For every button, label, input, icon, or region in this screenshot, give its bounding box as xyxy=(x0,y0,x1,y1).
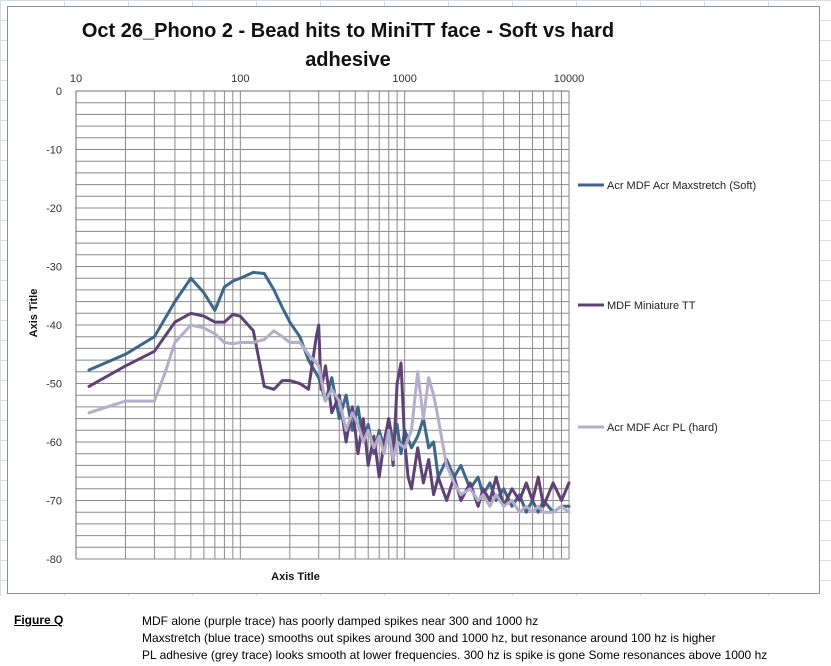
series-line-mdf xyxy=(87,311,571,508)
series-line-pl xyxy=(87,323,571,514)
x-axis-title: Axis Title xyxy=(271,571,320,583)
note-line-1: MDF alone (purple trace) has poorly damp… xyxy=(142,614,539,628)
y-tick-label: -60 xyxy=(46,437,62,449)
legend-entry-mdf: MDF Miniature TT xyxy=(607,300,696,312)
legend-entry-pl: Acr MDF Acr PL (hard) xyxy=(607,422,718,434)
y-tick-label: -40 xyxy=(46,320,62,332)
chart-title: Oct 26_Phono 2 - Bead hits to MiniTT fac… xyxy=(81,20,615,71)
y-tick-label: -20 xyxy=(46,203,62,215)
line-chart: 0 -10 -20 -30 -40 -50 -60 -70 -80 10 100 1000 10000 A… xyxy=(28,73,756,583)
x-tick-label: 10 xyxy=(70,73,82,85)
note-line-2: Maxstretch (blue trace) smooths out spik… xyxy=(142,631,716,645)
y-axis-title: Axis Title xyxy=(28,289,40,338)
notes-area: Figure Q MDF alone (purple trace) has po… xyxy=(0,596,831,666)
legend-entry-maxstretch: Acr MDF Acr Maxstretch (Soft) xyxy=(607,180,756,192)
y-tick-label: -80 xyxy=(46,554,62,566)
y-tick-label: -10 xyxy=(46,145,62,157)
x-tick-label: 100 xyxy=(231,73,249,85)
y-tick-label: -70 xyxy=(46,496,62,508)
chart-area[interactable]: Oct 26_Phono 2 - Bead hits to MiniTT fac… xyxy=(7,6,820,594)
note-line-3: PL adhesive (grey trace) looks smooth at… xyxy=(142,648,768,662)
x-tick-label: 10000 xyxy=(554,73,585,85)
y-tick-label: -30 xyxy=(46,262,62,274)
figure-caption: Figure Q xyxy=(14,613,64,627)
y-tick-label: -50 xyxy=(46,379,62,391)
y-tick-label: 0 xyxy=(56,86,62,98)
x-tick-label: 1000 xyxy=(392,73,416,85)
